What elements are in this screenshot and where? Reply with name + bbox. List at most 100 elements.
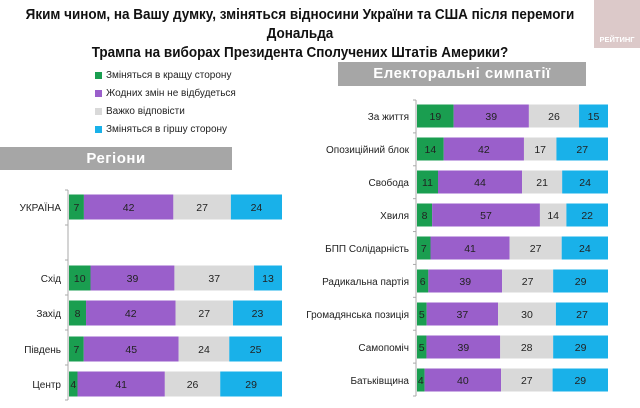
data-label: 8 (422, 210, 428, 222)
category-label: Самопоміч (358, 343, 409, 354)
bar-segment-better (417, 137, 444, 161)
bar-segment-worse (230, 194, 282, 220)
data-label: 7 (421, 243, 427, 255)
data-label: 40 (457, 375, 469, 387)
legend-item-worse: Зміняться в гіршу сторону (95, 120, 236, 138)
data-label: 26 (548, 111, 560, 123)
data-label: 10 (74, 273, 86, 285)
category-label: УКРАЇНА (19, 202, 61, 214)
data-label: 4 (70, 379, 76, 391)
category-label: Опозиційний блок (326, 144, 410, 156)
bar-segment-worse (553, 335, 608, 359)
data-label: 37 (456, 309, 468, 321)
data-label: 29 (575, 276, 587, 288)
legend: Зміняться в кращу сторону Жодних змін не… (95, 66, 236, 138)
category-label: Радикальна партія (322, 277, 409, 288)
bar-segment-hard (502, 269, 554, 293)
data-label: 29 (245, 379, 257, 391)
data-label: 42 (123, 202, 135, 214)
data-label: 15 (588, 111, 600, 123)
legend-swatch (95, 125, 102, 133)
bar-segment-nochange (430, 236, 510, 260)
bar-segment-nochange (428, 269, 503, 293)
data-label: 44 (474, 177, 486, 189)
category-label: За життя (368, 112, 409, 123)
bar-segment-worse (566, 203, 608, 227)
data-label: 25 (250, 344, 262, 356)
regions-header: Регіони (0, 147, 232, 170)
data-label: 17 (534, 144, 546, 156)
data-label: 41 (115, 379, 127, 391)
data-label: 24 (579, 177, 591, 189)
bar-segment-nochange (86, 300, 176, 326)
legend-swatch (95, 89, 102, 97)
data-label: 24 (579, 243, 591, 255)
bar-segment-hard (501, 368, 553, 392)
bar-segment-nochange (83, 336, 179, 362)
bar-segment-nochange (438, 170, 523, 194)
electoral-header: Електоральні симпатії (338, 62, 586, 86)
category-label: Свобода (369, 177, 410, 189)
bar-segment-hard (528, 104, 580, 128)
data-label: 5 (419, 309, 425, 321)
bar-segment-nochange (426, 302, 499, 326)
bar-segment-hard (500, 335, 554, 359)
legend-label: Зміняться в кращу сторону (106, 69, 232, 81)
bar-segment-worse (220, 371, 282, 397)
data-label: 30 (521, 309, 533, 321)
bar-segment-nochange (432, 203, 540, 227)
data-label: 45 (125, 344, 137, 356)
bar-segment-hard (175, 300, 234, 326)
data-label: 7 (74, 202, 80, 214)
bar-segment-nochange (424, 368, 502, 392)
data-label: 27 (576, 144, 588, 156)
logo-text: РЕЙТИНГ (599, 35, 635, 44)
bar-segment-better (69, 336, 84, 362)
data-label: 39 (127, 273, 139, 285)
category-label: Захід (36, 309, 61, 320)
legend-swatch (95, 107, 102, 115)
data-label: 11 (422, 177, 433, 189)
title-line-1: Яким чином, на Вашу думку, зміняться від… (25, 7, 575, 42)
category-label: Громадянська позиція (306, 310, 409, 321)
data-label: 24 (251, 202, 263, 214)
bar-segment-nochange (90, 265, 175, 291)
legend-label: Зміняться в гіршу сторону (106, 123, 228, 135)
data-label: 27 (521, 375, 533, 387)
data-label: 23 (252, 308, 264, 320)
bar-segment-nochange (453, 104, 529, 128)
data-label: 41 (464, 243, 476, 255)
bar-segment-nochange (83, 194, 174, 220)
bar-segment-nochange (426, 335, 501, 359)
legend-item-hard: Важко відповісти (95, 102, 236, 120)
legend-label: Важко відповісти (106, 105, 185, 117)
bar-segment-better (417, 203, 433, 227)
category-label: Схід (41, 274, 61, 285)
bar-segment-worse (561, 236, 608, 260)
bar-segment-better (69, 265, 91, 291)
data-label: 42 (125, 308, 137, 320)
data-label: 5 (419, 342, 425, 354)
bar-segment-worse (555, 302, 608, 326)
bar-segment-hard (173, 194, 231, 220)
data-label: 39 (457, 342, 469, 354)
data-label: 27 (522, 276, 534, 288)
bar-segment-better (417, 170, 439, 194)
data-label: 26 (187, 379, 199, 391)
bar-segment-hard (178, 336, 230, 362)
bar-segment-better (417, 335, 427, 359)
data-label: 13 (262, 273, 274, 285)
data-label: 27 (196, 202, 208, 214)
data-label: 37 (208, 273, 220, 285)
data-label: 24 (198, 344, 210, 356)
title-line-2: Трампа на виборах Президента Сполучених … (91, 45, 509, 61)
bar-segment-better (69, 371, 78, 397)
bar-segment-worse (229, 336, 282, 362)
bar-segment-hard (509, 236, 562, 260)
bar-segment-hard (498, 302, 556, 326)
bar-segment-better (69, 194, 84, 220)
bar-segment-hard (164, 371, 221, 397)
data-label: 27 (198, 308, 210, 320)
data-label: 39 (485, 111, 497, 123)
bar-segment-nochange (77, 371, 165, 397)
